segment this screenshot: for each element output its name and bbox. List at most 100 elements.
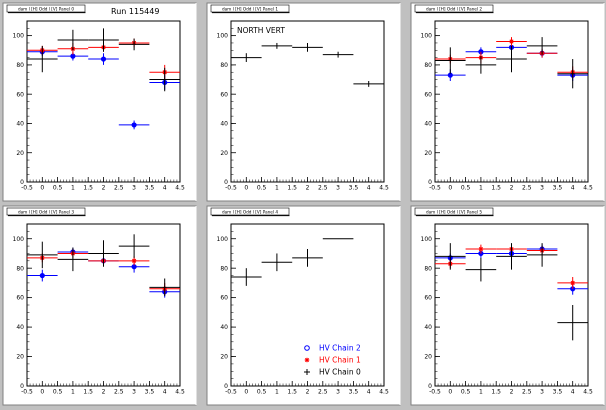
marker-star bbox=[509, 39, 514, 44]
data-point bbox=[322, 51, 354, 58]
data-point bbox=[27, 241, 58, 269]
data-point bbox=[496, 37, 527, 46]
x-tick-label: 3 bbox=[540, 185, 544, 192]
x-tick-label: 2.5 bbox=[522, 185, 532, 192]
data-point bbox=[88, 28, 119, 52]
pad-frame bbox=[2, 205, 197, 406]
x-tick-label: 3 bbox=[132, 389, 136, 396]
y-tick-label: 60 bbox=[16, 295, 24, 302]
x-axis: -0.5 0 0.5 1 1.5 2 2.5 3 3.5 4 4.5 bbox=[21, 381, 185, 396]
x-tick-label: 2 bbox=[306, 185, 310, 192]
x-tick-label: -0.5 bbox=[429, 185, 441, 192]
y-tick-label: 0 bbox=[428, 179, 432, 186]
pad-title-text: dam l [H] Odd l [V] Panel 5 bbox=[426, 210, 482, 215]
y-tick-label: 80 bbox=[424, 265, 432, 272]
y-tick-label: 40 bbox=[16, 121, 24, 128]
data-point bbox=[557, 59, 588, 89]
pad-title-box bbox=[414, 4, 494, 13]
y-tick-label: 80 bbox=[220, 62, 228, 69]
x-tick-label: 2 bbox=[510, 389, 514, 396]
y-tick-label: 0 bbox=[428, 383, 432, 390]
x-tick-label: 1 bbox=[275, 185, 279, 192]
data-point bbox=[261, 253, 293, 272]
x-tick-label: 4 bbox=[163, 185, 167, 192]
data-point bbox=[27, 45, 58, 73]
y-tick-label: 80 bbox=[220, 265, 228, 272]
series-chain0 bbox=[27, 234, 180, 297]
x-tick-label: 3.5 bbox=[145, 185, 155, 192]
data-point bbox=[118, 120, 150, 130]
x-tick-label: 4.5 bbox=[583, 389, 593, 396]
pad-title-box bbox=[414, 207, 494, 216]
data-point bbox=[231, 268, 262, 286]
legend: HV Chain 2 HV Chain 1 HV Chain 0 bbox=[304, 344, 361, 377]
y-tick-label: 20 bbox=[424, 354, 432, 361]
y-tick-label: 20 bbox=[220, 150, 228, 157]
marker-star bbox=[131, 258, 137, 264]
data-point bbox=[149, 278, 180, 297]
y-tick-label: 60 bbox=[220, 295, 228, 302]
legend-label: HV Chain 1 bbox=[319, 356, 361, 365]
data-point bbox=[557, 305, 588, 341]
x-tick-label: 3 bbox=[336, 389, 340, 396]
legend-entry: HV Chain 2 bbox=[304, 344, 361, 353]
x-tick-label: 1 bbox=[71, 185, 75, 192]
x-tick-label: 4.5 bbox=[379, 185, 389, 192]
y-tick-label: 0 bbox=[224, 179, 228, 186]
data-point bbox=[465, 56, 497, 74]
y-axis: 0 20 40 60 80 100 bbox=[217, 20, 236, 186]
data-point bbox=[27, 269, 58, 282]
pad-title-box bbox=[6, 207, 86, 216]
y-tick-label: 0 bbox=[20, 383, 24, 390]
x-tick-label: 1.5 bbox=[287, 185, 297, 192]
x-tick-label: 1.5 bbox=[287, 389, 297, 396]
data-point bbox=[435, 243, 466, 270]
data-point bbox=[526, 37, 558, 55]
x-tick-label: 0.5 bbox=[257, 389, 267, 396]
x-axis: -0.5 0 0.5 1 1.5 2 2.5 3 3.5 4 4.5 bbox=[225, 381, 389, 396]
x-tick-label: 2.5 bbox=[114, 185, 124, 192]
legend-label: HV Chain 0 bbox=[319, 368, 361, 377]
panel-annotation: NORTH VERT bbox=[237, 26, 285, 35]
y-axis: 0 20 40 60 80 100 bbox=[13, 223, 32, 390]
pad-title-box bbox=[210, 4, 290, 13]
y-tick-label: 60 bbox=[424, 295, 432, 302]
y-tick-label: 100 bbox=[13, 236, 25, 243]
y-axis: 0 20 40 60 80 100 bbox=[217, 223, 236, 390]
pad-frame bbox=[206, 2, 401, 202]
pad-title: dam l [H] Odd l [V] Panel 4 bbox=[210, 207, 290, 217]
data-point bbox=[496, 45, 527, 73]
x-tick-label: 4 bbox=[571, 389, 575, 396]
pad-title-box bbox=[6, 4, 86, 13]
x-tick-label: 0.5 bbox=[53, 389, 63, 396]
pad-title: dam l [H] Odd l [V] Panel 5 bbox=[414, 207, 494, 217]
x-tick-label: 1 bbox=[479, 185, 483, 192]
data-point bbox=[118, 38, 150, 51]
y-axis: 0 20 40 60 80 100 bbox=[421, 20, 440, 186]
x-axis: -0.5 0 0.5 1 1.5 2 2.5 3 3.5 4 4.5 bbox=[429, 381, 593, 396]
data-point bbox=[57, 247, 89, 272]
x-tick-label: 3.5 bbox=[145, 389, 155, 396]
x-tick-label: 0 bbox=[40, 185, 44, 192]
marker-circle bbox=[100, 56, 107, 62]
series-chain0 bbox=[231, 42, 384, 87]
data-point bbox=[557, 277, 588, 289]
pad-title: dam l [H] Odd l [V] Panel 1 bbox=[210, 4, 290, 14]
x-tick-label: 2.5 bbox=[114, 389, 124, 396]
pad-frame bbox=[2, 2, 197, 202]
data-point bbox=[292, 42, 323, 52]
pad-1: dam l [H] Odd l [V] Panel 1-0.5 0 0.5 1 1.5 2… bbox=[206, 2, 401, 202]
y-tick-label: 20 bbox=[16, 354, 24, 361]
y-axis: 0 20 40 60 80 100 bbox=[13, 20, 32, 186]
legend-entry: HV Chain 0 bbox=[304, 368, 361, 377]
x-tick-label: 0.5 bbox=[461, 389, 471, 396]
x-tick-label: 4.5 bbox=[583, 185, 593, 192]
pad-0: dam l [H] Odd l [V] Panel 0-0.5 0 0.5 1 1.5 2… bbox=[2, 2, 197, 202]
x-tick-label: 0 bbox=[244, 389, 248, 396]
data-point bbox=[292, 249, 323, 267]
x-tick-label: 2 bbox=[102, 389, 106, 396]
y-tick-label: 20 bbox=[220, 354, 228, 361]
pad-title-text: dam l [H] Odd l [V] Panel 2 bbox=[426, 7, 482, 12]
run-label: Run 115449 bbox=[111, 7, 159, 16]
